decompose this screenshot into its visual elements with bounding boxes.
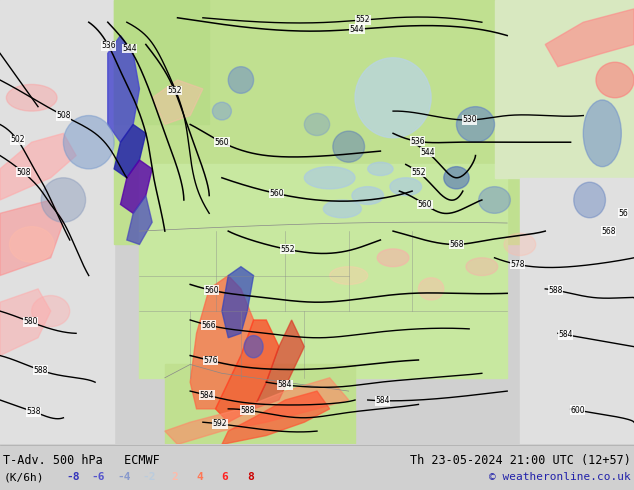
Text: 2: 2 [171,472,178,482]
Polygon shape [545,9,634,67]
Text: 552: 552 [411,168,425,177]
Polygon shape [108,36,139,142]
Text: 560: 560 [204,286,219,295]
Text: 508: 508 [56,111,71,120]
Polygon shape [222,391,330,444]
Text: 536: 536 [101,41,116,50]
Ellipse shape [304,167,355,189]
Ellipse shape [10,227,54,262]
Text: 536: 536 [410,137,425,146]
Text: Th 23-05-2024 21:00 UTC (12+57): Th 23-05-2024 21:00 UTC (12+57) [410,454,631,466]
Ellipse shape [574,182,605,218]
Text: 6: 6 [222,472,228,482]
Text: -4: -4 [117,472,131,482]
Ellipse shape [444,167,469,189]
Polygon shape [0,200,63,275]
Text: 588: 588 [34,366,48,375]
Ellipse shape [330,267,368,284]
Polygon shape [190,275,254,409]
Ellipse shape [596,62,634,98]
Text: 584: 584 [200,391,214,400]
Text: 4: 4 [197,472,203,482]
Ellipse shape [368,162,393,175]
Polygon shape [216,320,279,422]
Polygon shape [127,196,152,245]
Ellipse shape [333,131,365,162]
Text: 560: 560 [215,138,230,147]
Text: 576: 576 [204,356,218,365]
Text: 600: 600 [570,406,585,415]
Polygon shape [222,267,254,338]
Text: 584: 584 [375,396,389,405]
Text: © weatheronline.co.uk: © weatheronline.co.uk [489,472,631,482]
Text: 544: 544 [122,44,137,53]
Ellipse shape [456,107,495,142]
Polygon shape [0,133,76,200]
Polygon shape [165,378,349,444]
Text: 592: 592 [213,419,228,428]
Text: 544: 544 [349,24,365,34]
Text: 580: 580 [23,318,38,326]
Text: 588: 588 [240,406,254,415]
Text: 552: 552 [280,245,294,254]
Text: -6: -6 [91,472,105,482]
Ellipse shape [212,102,231,120]
Text: -2: -2 [142,472,156,482]
Bar [114,0,209,124]
Text: 588: 588 [548,286,563,295]
Text: 56: 56 [618,209,628,218]
Text: 544: 544 [420,148,435,157]
Text: 584: 584 [559,330,573,339]
Text: (K/6h): (K/6h) [3,472,44,482]
Text: 568: 568 [602,226,616,236]
Ellipse shape [466,258,498,275]
Text: 560: 560 [269,189,284,198]
Text: 538: 538 [27,407,41,416]
Text: 568: 568 [450,240,464,249]
Ellipse shape [377,249,409,267]
Ellipse shape [390,178,422,196]
Ellipse shape [63,116,114,169]
Ellipse shape [244,336,263,358]
Polygon shape [0,289,51,356]
Bar [114,0,526,245]
Text: 508: 508 [16,168,30,177]
Text: T-Adv. 500 hPa   ECMWF: T-Adv. 500 hPa ECMWF [3,454,160,466]
Ellipse shape [352,187,384,204]
Bar [0,0,114,444]
Ellipse shape [418,278,444,300]
Text: 552: 552 [167,86,182,95]
Text: 566: 566 [202,320,216,330]
Ellipse shape [41,178,86,222]
Ellipse shape [32,295,70,327]
Ellipse shape [355,58,431,138]
Text: -8: -8 [66,472,80,482]
Text: 578: 578 [510,260,525,269]
Bar [139,165,507,378]
Polygon shape [120,160,152,213]
Ellipse shape [583,100,621,167]
Ellipse shape [323,200,361,218]
Ellipse shape [6,84,57,111]
Text: 8: 8 [247,472,254,482]
Text: 552: 552 [356,16,370,24]
Ellipse shape [228,67,254,93]
Text: 560: 560 [418,200,432,209]
Ellipse shape [304,113,330,136]
Bar [520,178,634,444]
Polygon shape [254,320,304,409]
Bar [495,0,634,178]
Text: 584: 584 [278,380,292,390]
Ellipse shape [504,233,536,256]
Polygon shape [114,124,146,178]
Polygon shape [152,80,203,124]
Bar [165,365,355,444]
Text: 530: 530 [462,116,477,124]
Ellipse shape [479,187,510,213]
Text: 502: 502 [10,135,25,144]
